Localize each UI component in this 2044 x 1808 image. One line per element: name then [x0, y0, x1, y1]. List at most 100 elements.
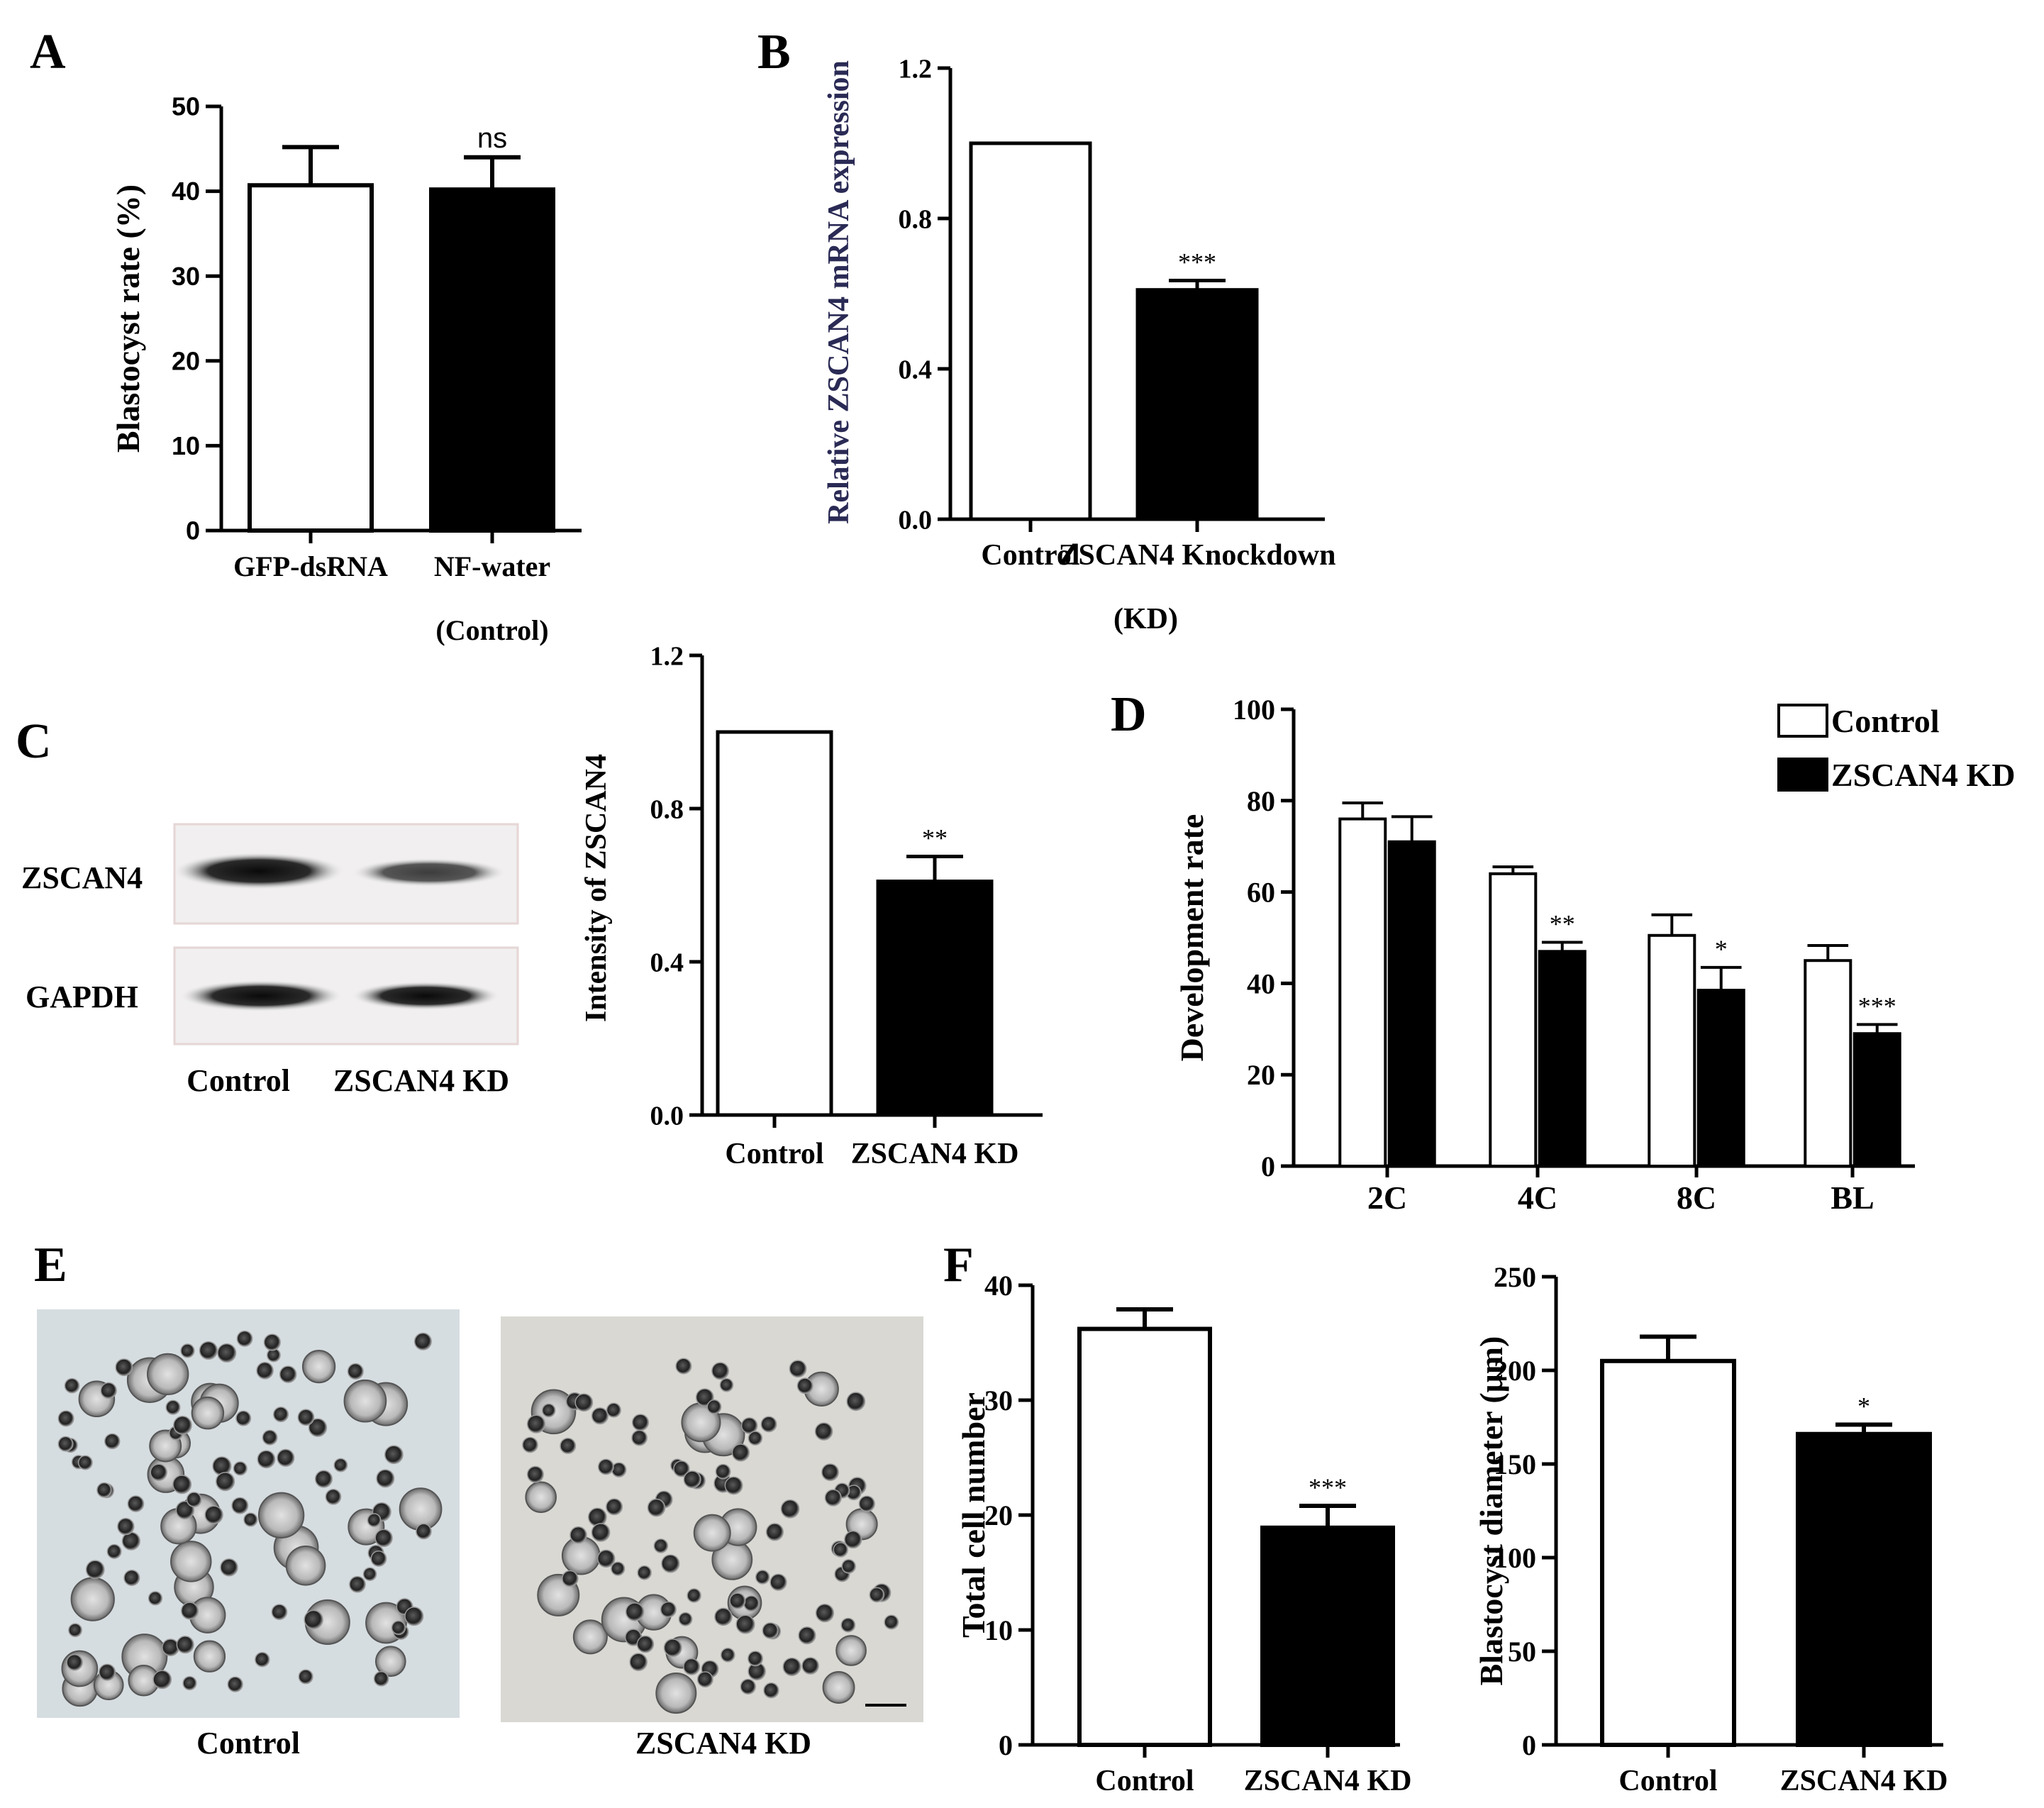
embryo: [333, 1458, 348, 1473]
y-tick-label: 150: [1494, 1448, 1536, 1480]
y-tick-label: 80: [1247, 785, 1275, 817]
embryo: [297, 1409, 315, 1426]
embryo: [574, 1393, 594, 1412]
embryo: [526, 1465, 544, 1483]
embryo: [846, 1392, 866, 1412]
embryo: [570, 1526, 587, 1544]
blastocyst: [572, 1619, 608, 1655]
embryo: [233, 1461, 248, 1476]
embryo: [597, 1458, 614, 1475]
embryo: [683, 1470, 701, 1489]
embryo: [606, 1402, 621, 1418]
micrograph-kd: ZSCAN4 KD: [501, 1316, 923, 1760]
embryo: [199, 1341, 218, 1360]
panel-letter-b: B: [757, 25, 791, 79]
y-axis-title: Intensity of ZSCAN4: [580, 754, 613, 1022]
blastocyst: [822, 1671, 855, 1704]
embryo: [66, 1653, 83, 1671]
embryo: [186, 1492, 202, 1508]
blastocyst: [70, 1577, 115, 1621]
bar: [1338, 817, 1387, 1168]
significance-label: ***: [1178, 248, 1216, 276]
embryo: [724, 1476, 743, 1495]
embryo: [560, 1438, 577, 1454]
chart-zscan4-intensity: 0.0 0.4 0.8 1.2 Intensity of ZSCAN4 Control **…: [580, 641, 1043, 1170]
embryo: [780, 1499, 800, 1519]
embryo: [68, 1623, 82, 1638]
bar: [876, 880, 994, 1117]
panel-letter-d: D: [1111, 687, 1147, 742]
y-tick-label: 0: [186, 516, 200, 545]
x-tick-label: ZSCAN4 Knockdown: [1059, 539, 1336, 572]
y-tick-label: 100: [1233, 694, 1275, 726]
embryo: [884, 1614, 899, 1630]
blastocyst: [693, 1514, 731, 1552]
y-axis-title: Total cell number: [955, 1392, 992, 1638]
embryo: [262, 1429, 278, 1446]
x-tick-label: ZSCAN4 KD: [851, 1138, 1019, 1170]
y-tick-label: 60: [1247, 877, 1275, 909]
legend-label: ZSCAN4 KD: [1831, 757, 2015, 793]
bar: [248, 183, 374, 533]
embryo: [349, 1575, 366, 1593]
blot-lane-label-control: Control: [187, 1063, 290, 1098]
embryo: [173, 1416, 192, 1435]
band-zscan4-kd: [352, 858, 506, 887]
embryo: [631, 1414, 650, 1431]
y-tick-label: 0.4: [899, 355, 933, 384]
x-tick-label: ZSCAN4 KD: [1244, 1765, 1412, 1797]
embryo: [391, 1620, 406, 1636]
x-tick-label: NF-water: [434, 550, 550, 582]
bar: [1600, 1358, 1736, 1748]
embryo: [123, 1569, 140, 1587]
significance-label: ***: [1858, 992, 1896, 1020]
embryo: [719, 1377, 734, 1392]
panel-letter-f: F: [943, 1238, 974, 1292]
bar: [1696, 989, 1745, 1168]
blot-row-label-zscan4: ZSCAN4: [21, 860, 143, 895]
panel-letter-e: E: [34, 1238, 67, 1292]
embryo: [243, 1512, 258, 1527]
embryo: [821, 1463, 839, 1482]
blastocyst: [655, 1673, 697, 1714]
y-tick-label: 0.8: [650, 794, 684, 824]
embryo: [562, 1570, 579, 1587]
embryo: [216, 1472, 235, 1492]
embryo: [257, 1450, 276, 1469]
embryo: [277, 1448, 295, 1467]
embryo: [370, 1551, 387, 1567]
bar: [1538, 950, 1587, 1168]
embryo: [384, 1445, 404, 1465]
embryo: [96, 1482, 112, 1498]
band-gapdh-control: [180, 980, 342, 1011]
blastocyst: [193, 1640, 226, 1673]
embryo: [629, 1653, 648, 1672]
embryo: [57, 1436, 74, 1452]
y-tick-label: 200: [1494, 1355, 1536, 1387]
embryo: [104, 1433, 121, 1450]
y-tick-label: 40: [984, 1270, 1013, 1302]
embryo: [204, 1505, 223, 1524]
embryo: [729, 1592, 746, 1609]
significance-label: ***: [1309, 1473, 1347, 1502]
y-tick-label: 30: [984, 1385, 1013, 1416]
embryo: [678, 1612, 693, 1626]
embryo: [117, 1517, 135, 1536]
embryo: [714, 1607, 733, 1626]
y-axis-title: Blastocyst rate (%): [110, 184, 146, 453]
blastocyst: [374, 1646, 406, 1677]
embryo: [236, 1330, 253, 1347]
embryo: [711, 1362, 730, 1380]
embryo: [596, 1549, 616, 1568]
x-tick-label: (Control): [435, 614, 548, 646]
y-tick-label: 0.8: [899, 204, 933, 234]
embryo: [789, 1360, 807, 1378]
embryo: [347, 1363, 364, 1380]
embryo: [653, 1538, 669, 1553]
embryo: [220, 1558, 238, 1577]
significance-label: **: [922, 824, 948, 853]
embryo: [715, 1463, 731, 1480]
x-tick-label: Control: [981, 539, 1079, 572]
micrograph-control-caption: Control: [196, 1726, 300, 1760]
legend-label: Control: [1831, 703, 1940, 739]
